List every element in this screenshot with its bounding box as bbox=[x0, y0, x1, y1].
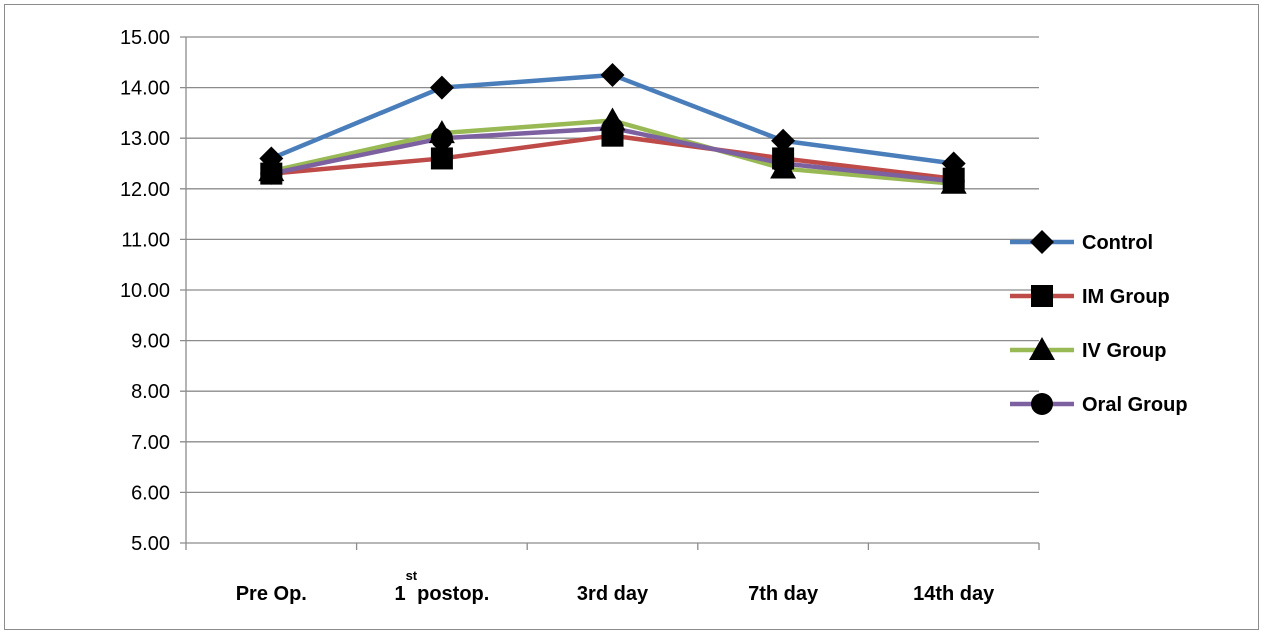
legend-label-control: Control bbox=[1082, 232, 1153, 254]
data-point-control bbox=[600, 62, 625, 87]
legend-label-iv-group: IV Group bbox=[1082, 340, 1166, 362]
data-point-control bbox=[771, 128, 796, 153]
legend-label-im-group: IM Group bbox=[1082, 286, 1170, 308]
x-category-label: Pre Op. bbox=[236, 583, 307, 605]
x-category-label: 7th day bbox=[748, 583, 819, 605]
data-point-oral-group bbox=[601, 117, 624, 140]
data-point-im-group bbox=[430, 147, 453, 170]
chart-frame bbox=[4, 4, 1259, 630]
legend-marker-im-group bbox=[1031, 285, 1053, 307]
legend-marker-oral-group bbox=[1031, 393, 1053, 415]
data-point-oral-group bbox=[942, 170, 965, 193]
y-tick-label: 15.00 bbox=[120, 27, 170, 49]
y-tick-label: 6.00 bbox=[131, 482, 170, 504]
x-category-label: 1stpostop. bbox=[394, 568, 489, 605]
legend-marker-iv-group bbox=[1029, 337, 1055, 360]
y-tick-label: 11.00 bbox=[121, 229, 170, 251]
y-tick-label: 9.00 bbox=[131, 331, 170, 353]
x-category-label: 3rd day bbox=[577, 583, 649, 605]
data-point-oral-group bbox=[772, 152, 795, 175]
legend-marker-control bbox=[1030, 230, 1054, 254]
data-point-oral-group bbox=[430, 127, 453, 150]
y-tick-label: 12.00 bbox=[120, 179, 170, 201]
x-category-label: 14th day bbox=[913, 583, 995, 605]
legend-label-oral-group: Oral Group bbox=[1082, 394, 1188, 416]
y-tick-label: 14.00 bbox=[120, 78, 170, 100]
y-tick-label: 8.00 bbox=[131, 381, 170, 403]
y-tick-label: 13.00 bbox=[120, 128, 170, 150]
y-tick-label: 10.00 bbox=[120, 280, 170, 302]
data-point-oral-group bbox=[260, 162, 283, 185]
y-tick-label: 5.00 bbox=[131, 533, 170, 555]
y-tick-label: 7.00 bbox=[131, 432, 170, 454]
data-point-control bbox=[429, 75, 454, 100]
